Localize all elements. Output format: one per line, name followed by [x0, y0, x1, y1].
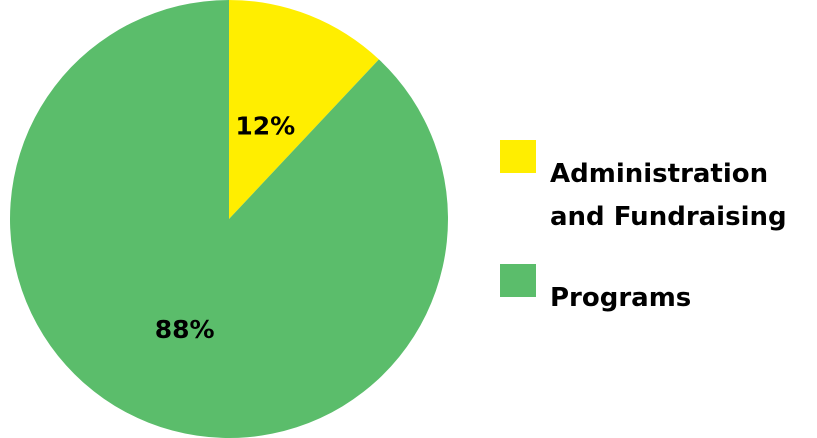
legend-swatch-administration	[500, 140, 536, 173]
legend-label-administration: Administration and Fundraising	[550, 159, 787, 232]
chart-legend: Administration and Fundraising Programs	[500, 140, 817, 324]
pie-slice-administration	[229, 0, 379, 219]
pie-slice-programs	[10, 0, 449, 438]
legend-swatch-programs	[500, 264, 536, 297]
legend-item-administration: Administration and Fundraising	[500, 140, 817, 264]
legend-item-programs: Programs	[500, 264, 817, 324]
legend-label-programs: Programs	[550, 283, 692, 313]
slice-label-programs: 88%	[155, 315, 215, 344]
slice-label-administration: 12%	[235, 111, 295, 140]
